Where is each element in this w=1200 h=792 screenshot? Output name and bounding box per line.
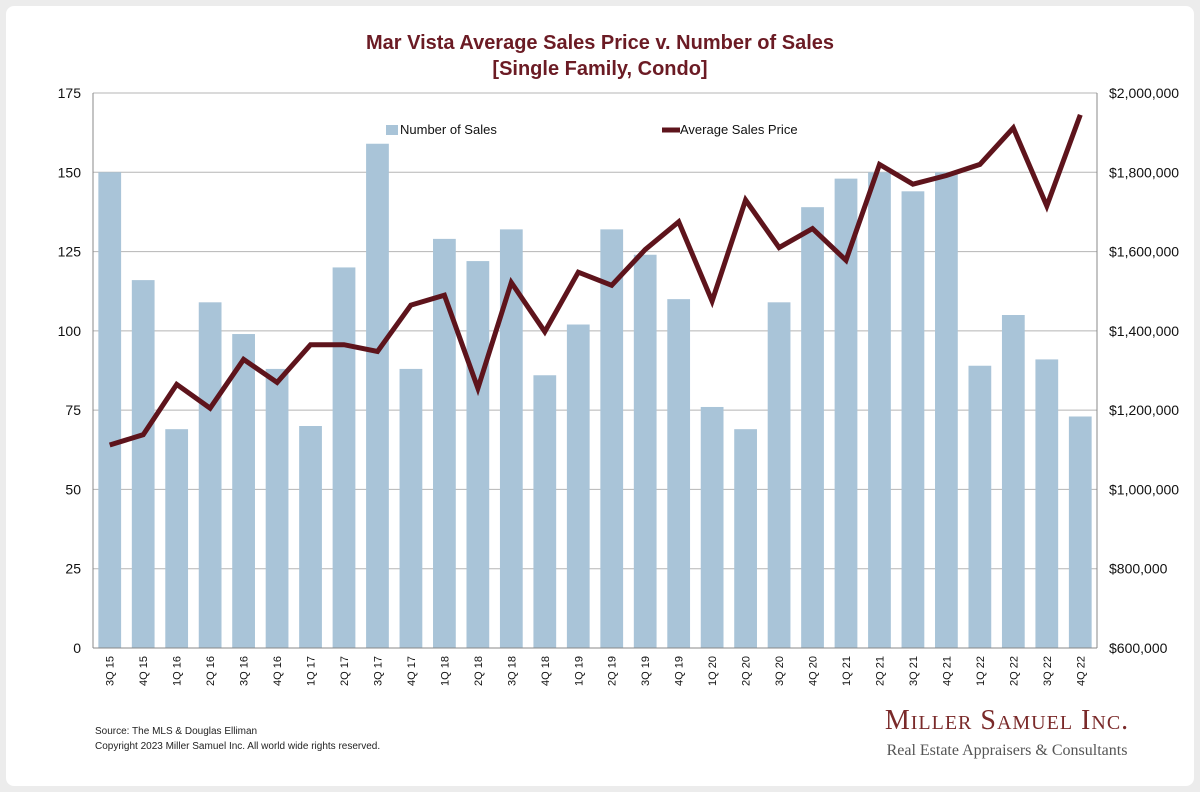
x-tick-label: 2Q 22 <box>1008 656 1020 686</box>
bar-number-of-sales <box>131 280 155 648</box>
y-right-tick-label: $1,600,000 <box>1109 244 1179 260</box>
bar-number-of-sales <box>1001 315 1025 648</box>
bar-number-of-sales <box>901 191 925 649</box>
x-tick-label: 4Q 21 <box>941 656 953 686</box>
x-tick-label: 2Q 18 <box>473 656 485 686</box>
x-tick-label: 4Q 15 <box>138 656 150 686</box>
x-tick-label: 1Q 21 <box>841 656 853 686</box>
y-right-tick-label: $2,000,000 <box>1109 85 1179 101</box>
bar-number-of-sales <box>767 302 791 648</box>
y-left-tick-label: 150 <box>58 164 82 180</box>
chart-title: Mar Vista Average Sales Price v. Number … <box>365 32 834 54</box>
y-left-tick-label: 25 <box>65 561 81 577</box>
y-left-tick-label: 0 <box>73 640 81 656</box>
bar-number-of-sales <box>734 429 757 648</box>
bar-number-of-sales <box>332 267 356 648</box>
x-tick-label: 2Q 19 <box>607 656 619 686</box>
bar-number-of-sales <box>633 254 657 648</box>
x-tick-label: 4Q 19 <box>674 656 686 686</box>
bar-number-of-sales <box>466 261 490 648</box>
bar-number-of-sales <box>533 375 557 648</box>
x-tick-label: 1Q 20 <box>707 656 719 686</box>
x-tick-label: 3Q 21 <box>908 656 920 686</box>
y-left-tick-label: 100 <box>58 323 82 339</box>
x-tick-label: 4Q 17 <box>406 656 418 686</box>
bar-number-of-sales <box>1035 359 1059 648</box>
x-tick-label: 1Q 22 <box>975 656 987 686</box>
bar-number-of-sales <box>834 178 858 648</box>
x-tick-label: 1Q 16 <box>172 656 184 686</box>
bar-number-of-sales <box>399 368 423 648</box>
x-tick-label: 3Q 19 <box>640 656 652 686</box>
chart-subtitle: [Single Family, Condo] <box>492 58 708 80</box>
bar-number-of-sales <box>935 172 958 649</box>
x-tick-label: 2Q 21 <box>874 656 886 686</box>
bar-number-of-sales <box>868 172 891 649</box>
x-tick-label: 4Q 16 <box>272 656 284 686</box>
bar-number-of-sales <box>499 229 523 648</box>
line-average-sales-price <box>108 113 1083 448</box>
bar-number-of-sales <box>801 207 824 648</box>
bar-number-of-sales <box>566 324 590 648</box>
bar-number-of-sales <box>198 302 222 648</box>
bar-number-of-sales <box>600 229 624 648</box>
bar-number-of-sales <box>968 365 992 648</box>
x-tick-label: 4Q 22 <box>1075 656 1087 686</box>
x-tick-label: 3Q 18 <box>506 656 518 686</box>
bar-number-of-sales <box>232 334 255 648</box>
x-tick-label: 3Q 22 <box>1042 656 1054 686</box>
y-right-tick-label: $1,400,000 <box>1109 323 1179 339</box>
x-tick-label: 2Q 16 <box>205 656 217 686</box>
y-right-tick-label: $800,000 <box>1109 561 1168 577</box>
bar-number-of-sales <box>700 406 724 648</box>
bar-number-of-sales <box>299 426 322 648</box>
legend-label-average-sales-price: Average Sales Price <box>680 122 798 137</box>
logo-tagline: Real Estate Appraisers & Consultants <box>886 742 1128 759</box>
x-tick-label: 4Q 20 <box>808 656 820 686</box>
x-tick-label: 3Q 17 <box>372 656 384 686</box>
bar-number-of-sales <box>433 238 456 648</box>
logo-wordmark: Miller Samuel Inc. <box>884 705 1130 736</box>
y-right-tick-label: $1,200,000 <box>1109 402 1179 418</box>
y-right-tick-label: $1,000,000 <box>1109 481 1179 497</box>
source-note: Source: The MLS & Douglas Elliman <box>95 726 258 737</box>
x-tick-label: 4Q 18 <box>540 656 552 686</box>
copyright-note: Copyright 2023 Miller Samuel Inc. All wo… <box>95 741 381 752</box>
y-right-tick-label: $600,000 <box>1109 640 1168 656</box>
x-tick-label: 3Q 16 <box>239 656 251 686</box>
x-tick-label: 3Q 20 <box>774 656 786 686</box>
y-right-tick-label: $1,800,000 <box>1109 164 1179 180</box>
x-tick-label: 1Q 19 <box>573 656 585 686</box>
legend-swatch-number-of-sales <box>386 125 398 135</box>
x-tick-label: 2Q 20 <box>741 656 753 686</box>
legend-label-number-of-sales: Number of Sales <box>400 122 497 137</box>
y-left-tick-label: 50 <box>65 481 81 497</box>
bar-number-of-sales <box>98 172 122 649</box>
x-tick-label: 3Q 15 <box>105 656 117 686</box>
bar-number-of-sales <box>366 143 389 648</box>
bar-number-of-sales <box>667 299 691 648</box>
bar-number-of-sales <box>1068 416 1092 648</box>
bar-number-of-sales <box>265 368 289 648</box>
x-tick-label: 1Q 18 <box>439 656 451 686</box>
y-left-tick-label: 175 <box>58 85 82 101</box>
y-left-tick-label: 125 <box>58 244 82 260</box>
y-left-tick-label: 75 <box>65 402 81 418</box>
x-tick-label: 1Q 17 <box>306 656 318 686</box>
x-tick-label: 2Q 17 <box>339 656 351 686</box>
bar-number-of-sales <box>165 429 189 648</box>
